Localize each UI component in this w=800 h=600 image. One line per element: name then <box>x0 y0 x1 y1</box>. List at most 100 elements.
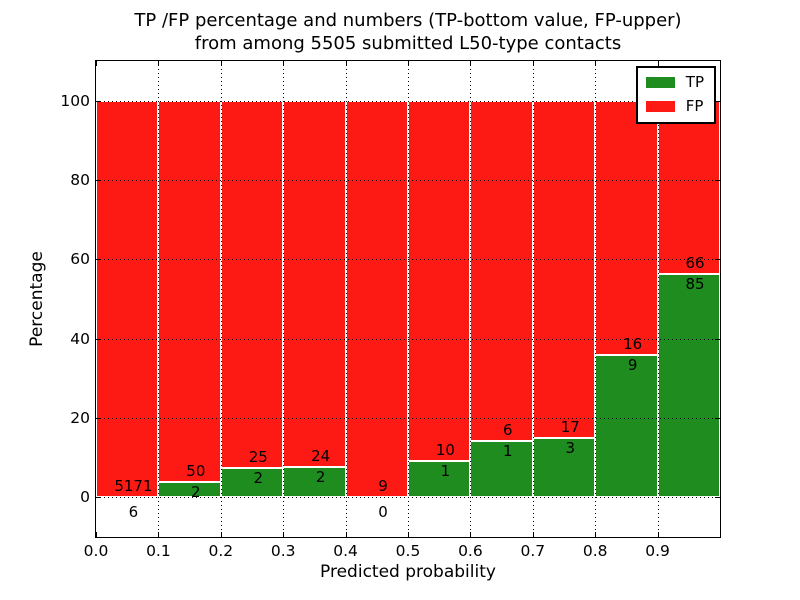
x-tick-mark <box>657 61 659 66</box>
x-axis-label: Predicted probability <box>320 562 496 582</box>
chart-title: TP /FP percentage and numbers (TP-bottom… <box>88 9 728 55</box>
x-tick-mark <box>220 532 222 537</box>
tp-count-label: 3 <box>565 438 576 457</box>
bar-segment-tp <box>595 354 658 498</box>
y-tick-label: 40 <box>70 329 90 348</box>
x-tick-mark <box>345 532 347 537</box>
fp-count-label: 5171 <box>114 476 153 495</box>
gridline-x-0.4 <box>345 61 347 537</box>
legend-swatch-tp-icon <box>645 77 675 88</box>
bar-segment-fp <box>96 100 159 497</box>
x-tick-label: 0.0 <box>83 542 109 560</box>
bar-segment-tp <box>532 437 596 498</box>
bar-segment-fp <box>470 100 533 441</box>
y-tick-mark <box>715 418 720 419</box>
y-tick-mark <box>96 418 101 419</box>
y-tick-mark <box>715 497 720 499</box>
x-tick-label: 0.1 <box>146 542 171 560</box>
bar-segment-tp <box>283 466 346 498</box>
bar-segment-fp <box>220 100 284 468</box>
y-tick-label: 0 <box>80 488 90 507</box>
x-tick-label: 0.8 <box>582 542 608 560</box>
gridline-x-0.3 <box>283 61 285 537</box>
legend-swatch-fp-icon <box>645 101 675 112</box>
tp-count-label: 85 <box>685 275 705 294</box>
tp-count-label: 2 <box>315 467 326 486</box>
x-tick-mark <box>345 61 347 66</box>
chart-title-line2: from among 5505 submitted L50-type conta… <box>194 33 622 54</box>
x-tick-mark <box>96 61 97 66</box>
x-tick-label: 0.7 <box>520 542 546 560</box>
y-tick-mark <box>715 180 720 181</box>
x-tick-mark <box>283 61 285 66</box>
y-tick-mark <box>96 259 101 261</box>
bar-segment-tp <box>220 467 284 498</box>
x-tick-label: 0.4 <box>333 542 358 560</box>
gridline-x-0.5 <box>408 61 409 537</box>
fp-count-label: 16 <box>623 334 643 353</box>
plot-area: TP FP 5171 6 50 2 25 2 24 2 9 0 10 1 6 1 17 3 16 9 66 85 <box>95 60 721 538</box>
x-tick-label: 0.6 <box>458 542 483 560</box>
fp-count-label: 50 <box>186 462 206 481</box>
y-tick-mark <box>96 100 101 102</box>
y-tick-mark <box>715 338 720 340</box>
y-tick-label: 20 <box>70 409 90 427</box>
x-tick-mark <box>158 61 160 66</box>
tp-count-label: 6 <box>128 503 139 522</box>
fp-count-label: 25 <box>248 447 268 466</box>
bar-segment-fp <box>408 100 471 462</box>
bar-segment-fp <box>595 100 658 355</box>
gridline-x-0.1 <box>158 61 160 537</box>
tp-count-label: 1 <box>440 462 451 481</box>
x-tick-mark <box>470 532 472 537</box>
y-tick-label: 60 <box>70 250 90 269</box>
bar-segment-tp <box>158 482 221 498</box>
y-tick-label: 100 <box>60 91 90 110</box>
y-tick-label: 80 <box>70 171 90 189</box>
bar-segment-fp <box>283 100 346 467</box>
bar-segment-fp <box>345 100 408 498</box>
fp-count-label: 17 <box>560 417 580 436</box>
x-tick-mark <box>720 61 721 66</box>
tp-count-label: 2 <box>191 483 201 502</box>
gridline-x-0.8 <box>595 61 597 537</box>
chart-title-line1: TP /FP percentage and numbers (TP-bottom… <box>134 10 682 31</box>
x-tick-mark <box>220 61 222 66</box>
x-tick-mark <box>532 532 534 537</box>
bar-segment-tp <box>657 274 720 498</box>
legend: TP FP <box>635 66 716 124</box>
tp-count-label: 1 <box>503 441 513 460</box>
tp-count-label: 0 <box>378 503 388 522</box>
x-tick-mark <box>657 532 659 537</box>
y-tick-mark <box>715 100 720 102</box>
fp-count-label: 24 <box>311 446 331 465</box>
x-tick-label: 0.9 <box>645 542 670 560</box>
legend-entry-fp: FP <box>645 97 704 115</box>
tp-count-label: 2 <box>253 468 264 487</box>
gridline-x-0.7 <box>532 61 534 537</box>
fp-count-label: 66 <box>685 254 705 273</box>
y-tick-mark <box>715 259 720 261</box>
gridline-x-0.9 <box>657 61 659 537</box>
gridline-x-0.2 <box>220 61 222 537</box>
tp-count-label: 9 <box>627 355 638 374</box>
bar-segment-fp <box>532 100 596 438</box>
bar-segment-tp <box>408 461 471 498</box>
x-tick-mark <box>470 61 472 66</box>
x-tick-label: 0.2 <box>208 542 234 560</box>
x-tick-mark <box>158 532 160 537</box>
bar-segment-tp <box>470 440 533 498</box>
legend-label-fp: FP <box>685 97 704 115</box>
x-tick-mark <box>532 61 534 66</box>
legend-entry-tp: TP <box>645 75 704 90</box>
x-tick-mark <box>96 532 97 537</box>
y-tick-mark <box>96 338 101 340</box>
gridline-x-0.6 <box>470 61 472 537</box>
x-tick-mark <box>408 61 409 66</box>
fp-count-label: 10 <box>435 441 455 460</box>
x-tick-label: 0.5 <box>395 542 421 560</box>
fp-count-label: 9 <box>378 477 388 496</box>
bar-segment-fp <box>158 100 221 483</box>
x-tick-label: 0.3 <box>270 542 296 560</box>
